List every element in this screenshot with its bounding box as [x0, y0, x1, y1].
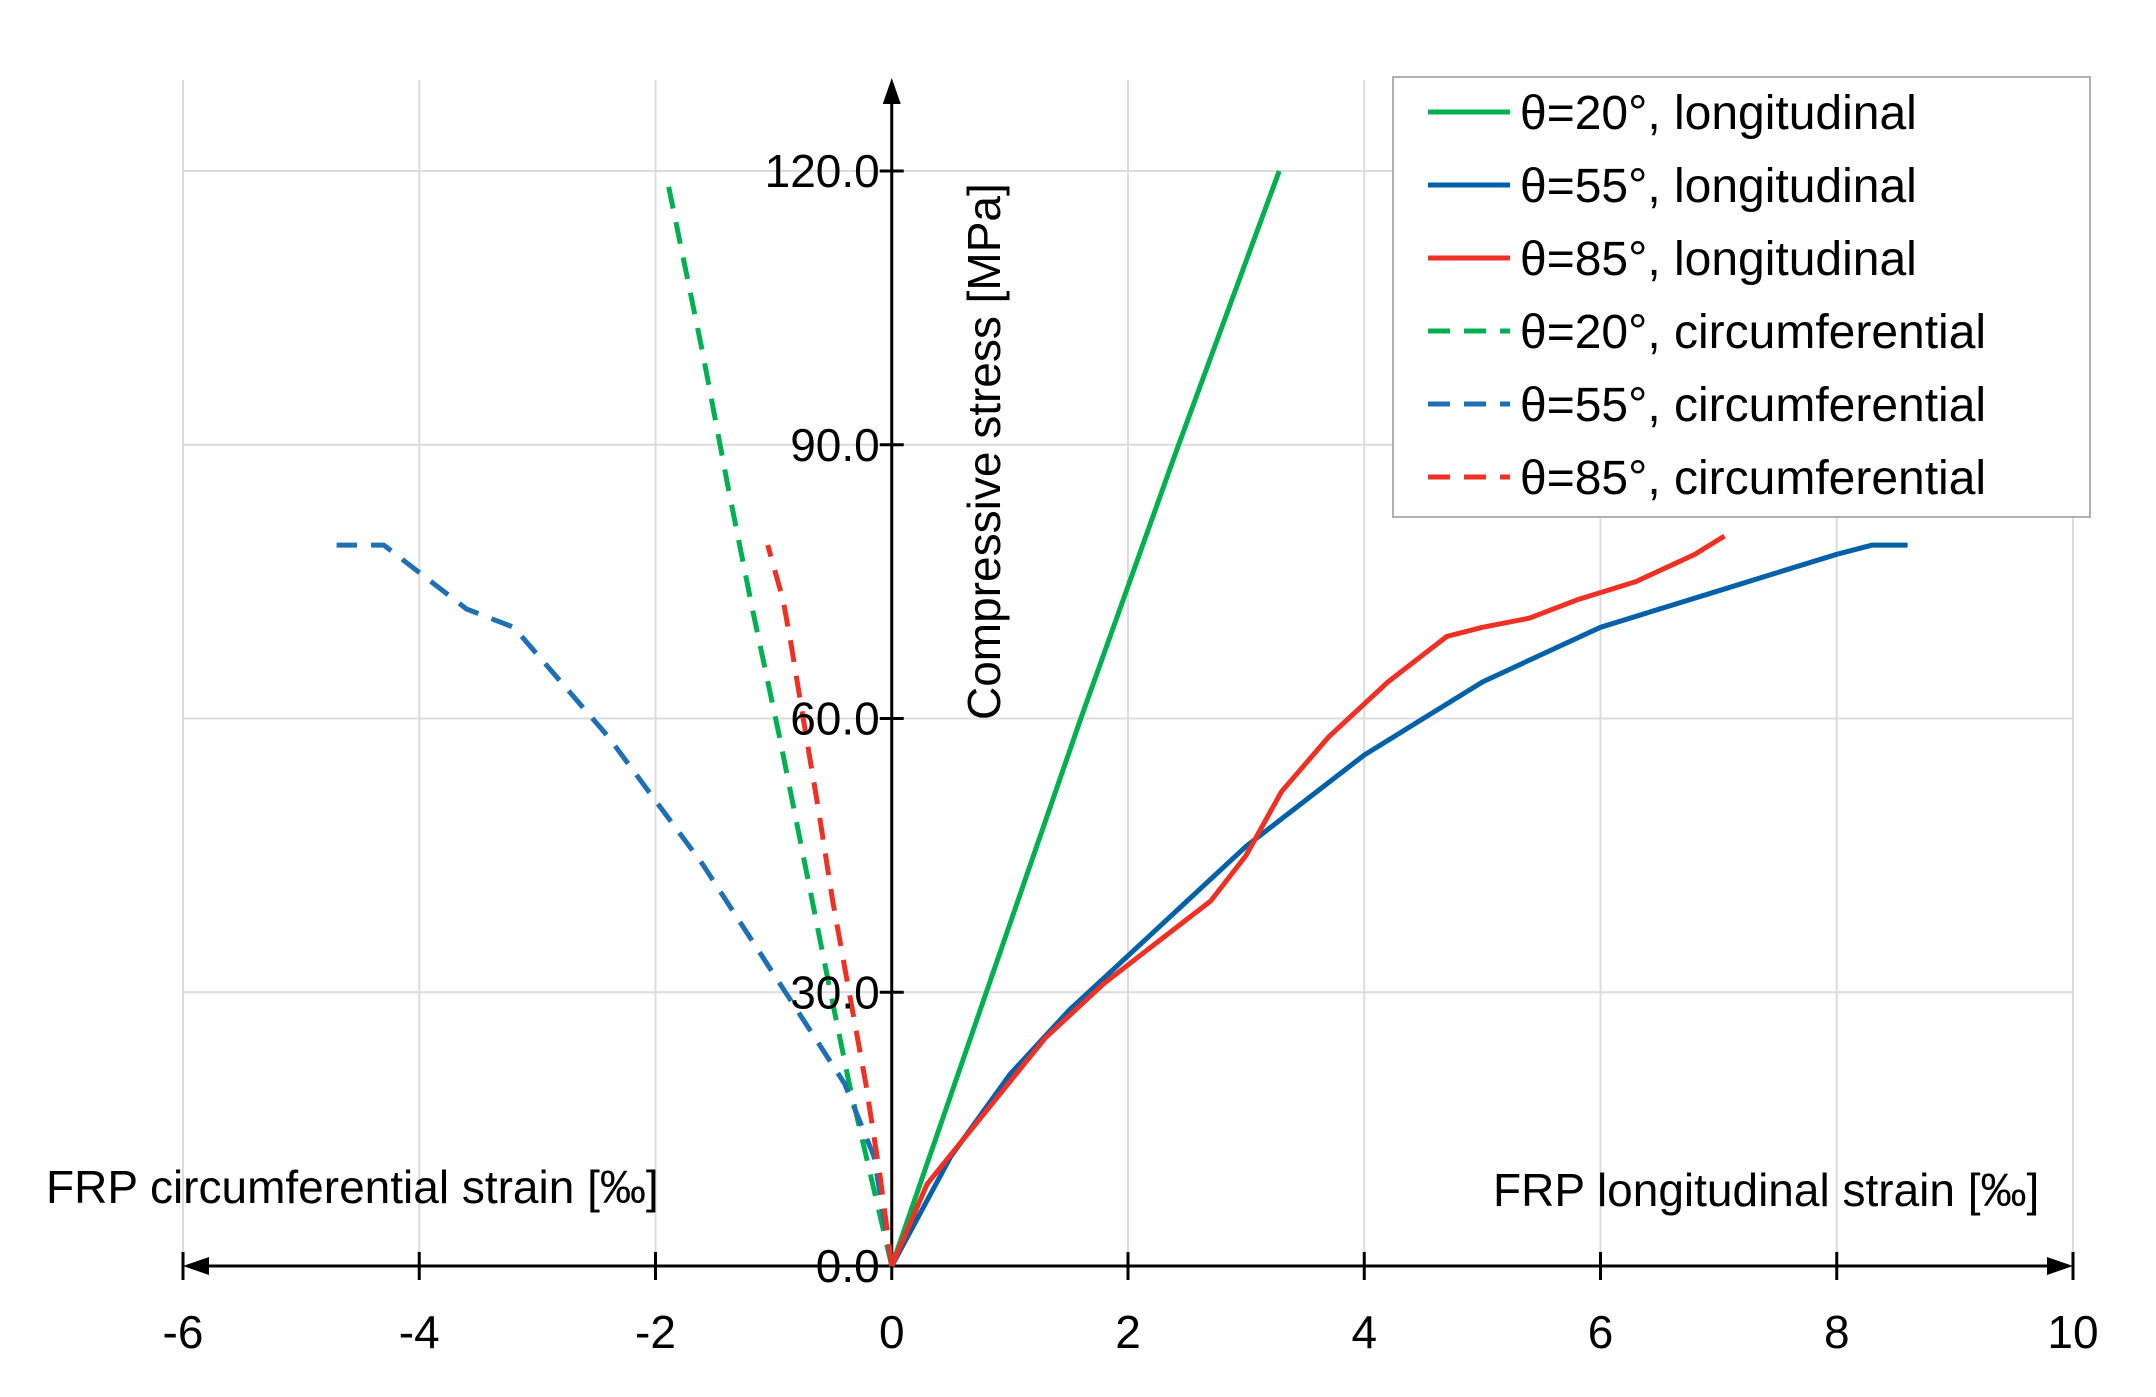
series-line-1	[889, 542, 1908, 1268]
legend-items: θ=20°, longitudinal θ=55°, longitudinal θ=…	[1428, 87, 1986, 505]
legend-label-4: θ=55°, circumferential	[1520, 379, 1986, 432]
y-axis-arrow	[882, 78, 901, 104]
y-tick-label-2: 60.0	[790, 693, 880, 745]
x-tick-label-1: -4	[399, 1306, 440, 1358]
series-line-3	[664, 179, 895, 1267]
y-tick-label-1: 30.0	[790, 966, 880, 1018]
legend-label-2: θ=85°, longitudinal	[1520, 233, 1917, 286]
x-tick-label-7: 8	[1824, 1306, 1850, 1358]
x-tick-label-0: -6	[163, 1306, 204, 1358]
y-tick-label-3: 90.0	[790, 419, 880, 471]
series-line-2	[889, 533, 1726, 1267]
y-tick-label-0: 0.0	[816, 1240, 880, 1292]
x-axis-title-left: FRP circumferential strain [‰]	[46, 1161, 659, 1213]
tick-labels: -6 -4 -2 0 2 4 6 8 10 0.0 30.0 60.0 90.0 120.0	[163, 145, 2099, 1358]
x-axis-arrow-right	[2047, 1257, 2073, 1275]
x-tick-label-6: 6	[1588, 1306, 1614, 1358]
legend-label-0: θ=20°, longitudinal	[1520, 87, 1917, 140]
legend-label-3: θ=20°, circumferential	[1520, 306, 1986, 359]
series-group	[336, 170, 1908, 1268]
x-tick-label-8: 10	[2047, 1306, 2098, 1358]
y-tick-label-4: 120.0	[765, 145, 880, 197]
legend-label-1: θ=55°, longitudinal	[1520, 160, 1917, 213]
legend-box	[1392, 76, 2091, 518]
x-tick-label-4: 2	[1115, 1306, 1141, 1358]
x-tick-label-3: 0	[879, 1306, 905, 1358]
x-axis-arrow-left	[183, 1257, 209, 1275]
x-axis-title-right: FRP longitudinal strain [‰]	[1493, 1164, 2039, 1216]
ticks	[181, 169, 2075, 1280]
legend: θ=20°, longitudinal θ=55°, longitudinal θ=…	[1392, 76, 2091, 518]
y-axis-title: Compressive stress [MPa]	[958, 183, 1010, 720]
legend-label-5: θ=85°, circumferential	[1520, 452, 1986, 505]
series-line-0	[889, 170, 1282, 1267]
x-tick-label-5: 4	[1351, 1306, 1377, 1358]
x-tick-label-2: -2	[635, 1306, 676, 1358]
series-line-5	[765, 544, 895, 1267]
